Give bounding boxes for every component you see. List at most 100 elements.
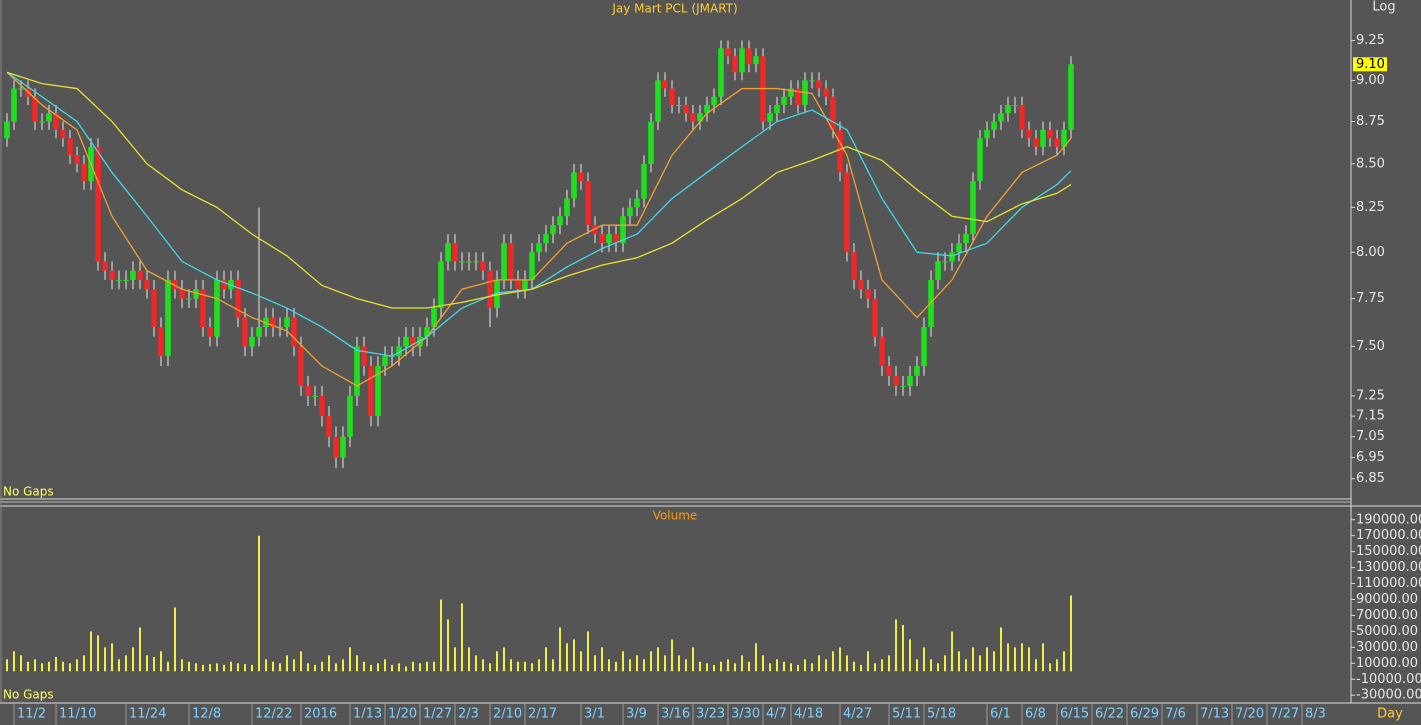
candle-body bbox=[1033, 138, 1039, 147]
x-tick-label: 6/29 bbox=[1130, 707, 1159, 722]
volume-bar bbox=[160, 651, 162, 672]
candle-body bbox=[704, 104, 710, 114]
volume-bar bbox=[426, 661, 428, 672]
volume-bar bbox=[34, 659, 36, 672]
volume-bar bbox=[328, 655, 330, 672]
candle-body bbox=[137, 270, 143, 280]
candle-body bbox=[984, 129, 990, 139]
volume-bar bbox=[524, 661, 526, 672]
candle-body bbox=[368, 366, 374, 417]
volume-title: Volume bbox=[653, 509, 698, 523]
volume-bar bbox=[440, 599, 442, 672]
candle-body bbox=[4, 121, 10, 139]
note: No Gaps bbox=[3, 688, 54, 702]
candle-body bbox=[123, 279, 129, 281]
candle-body bbox=[452, 243, 458, 262]
volume-bar bbox=[251, 664, 253, 672]
candle-body bbox=[60, 129, 66, 139]
volume-bar bbox=[867, 651, 869, 672]
volume-bar bbox=[181, 659, 183, 672]
candle-body bbox=[312, 395, 318, 397]
candle-body bbox=[179, 289, 185, 299]
candle-body bbox=[522, 279, 528, 290]
volume-bar bbox=[433, 661, 435, 672]
candle-body bbox=[662, 80, 668, 89]
candle-body bbox=[32, 96, 38, 122]
x-tick-label: 4/27 bbox=[843, 707, 872, 722]
volume-bar bbox=[825, 659, 827, 672]
x-tick-label: 5/11 bbox=[892, 707, 921, 722]
volume-bar bbox=[958, 651, 960, 672]
volume-bar bbox=[818, 655, 820, 672]
y-tick-label: 9.25 bbox=[1356, 33, 1385, 48]
candle-body bbox=[151, 289, 157, 328]
y-tick-label: 7.75 bbox=[1356, 291, 1385, 306]
y-tick-label: 130000.00 bbox=[1356, 560, 1421, 575]
candle-body bbox=[613, 234, 619, 244]
volume-bar bbox=[174, 607, 176, 672]
volume-bar bbox=[804, 659, 806, 672]
volume-bar bbox=[594, 655, 596, 672]
candle-body bbox=[725, 48, 731, 57]
volume-bar bbox=[482, 659, 484, 672]
chart-title: Jay Mart PCL (JMART) bbox=[611, 2, 737, 16]
volume-bar bbox=[811, 663, 813, 672]
x-tick-label: 6/1 bbox=[990, 707, 1011, 722]
candle-body bbox=[396, 346, 402, 357]
candle-body bbox=[459, 261, 465, 263]
volume-bar bbox=[853, 661, 855, 672]
volume-bar bbox=[489, 663, 491, 672]
volume-bar bbox=[125, 655, 127, 672]
volume-bar bbox=[1035, 659, 1037, 672]
volume-bar bbox=[783, 661, 785, 672]
y-tick-label: 150000.00 bbox=[1356, 544, 1421, 559]
volume-bar bbox=[706, 663, 708, 672]
candle-body bbox=[578, 172, 584, 182]
candle-body bbox=[340, 436, 346, 458]
volume-bar bbox=[993, 651, 995, 672]
volume-bar bbox=[888, 655, 890, 672]
x-tick-label: 5/18 bbox=[927, 707, 956, 722]
volume-bar bbox=[202, 664, 204, 672]
candle-body bbox=[207, 327, 213, 337]
volume-bar bbox=[881, 659, 883, 672]
volume-bar bbox=[139, 627, 141, 672]
candle-body bbox=[480, 261, 486, 271]
candle-body bbox=[95, 146, 101, 262]
volume-bar bbox=[937, 663, 939, 672]
candle-body bbox=[242, 317, 248, 347]
y-tick-label: 8.25 bbox=[1356, 200, 1385, 215]
volume-bar bbox=[237, 663, 239, 672]
candle-body bbox=[326, 416, 332, 437]
candle-body bbox=[158, 327, 164, 357]
candle-body bbox=[515, 279, 521, 290]
volume-bar bbox=[349, 647, 351, 672]
volume-bar bbox=[90, 631, 92, 672]
candle-body bbox=[11, 88, 17, 122]
candle-body bbox=[144, 279, 150, 290]
volume-bar bbox=[699, 661, 701, 672]
x-tick-label: 2/17 bbox=[528, 707, 557, 722]
candle-body bbox=[508, 243, 514, 280]
volume-bar bbox=[146, 655, 148, 672]
candle-body bbox=[879, 336, 885, 367]
candle-body bbox=[886, 366, 892, 376]
volume-bar bbox=[1014, 647, 1016, 672]
volume-bar bbox=[951, 631, 953, 672]
volume-bar bbox=[1007, 643, 1009, 672]
volume-bar bbox=[979, 655, 981, 672]
candle-body bbox=[795, 88, 801, 105]
candle-body bbox=[445, 243, 451, 262]
volume-bar bbox=[496, 651, 498, 672]
moving-average bbox=[6, 71, 1072, 357]
y-tick-label: -30000.00 bbox=[1356, 688, 1421, 703]
volume-bar bbox=[510, 659, 512, 672]
candle-body bbox=[837, 129, 843, 173]
volume-bar bbox=[377, 663, 379, 672]
x-tick-label: 7/20 bbox=[1235, 707, 1264, 722]
volume-bar bbox=[293, 659, 295, 672]
x-tick-label: 3/9 bbox=[626, 707, 647, 722]
volume-bar bbox=[265, 659, 267, 672]
volume-bar bbox=[83, 655, 85, 672]
candle-body bbox=[634, 198, 640, 208]
